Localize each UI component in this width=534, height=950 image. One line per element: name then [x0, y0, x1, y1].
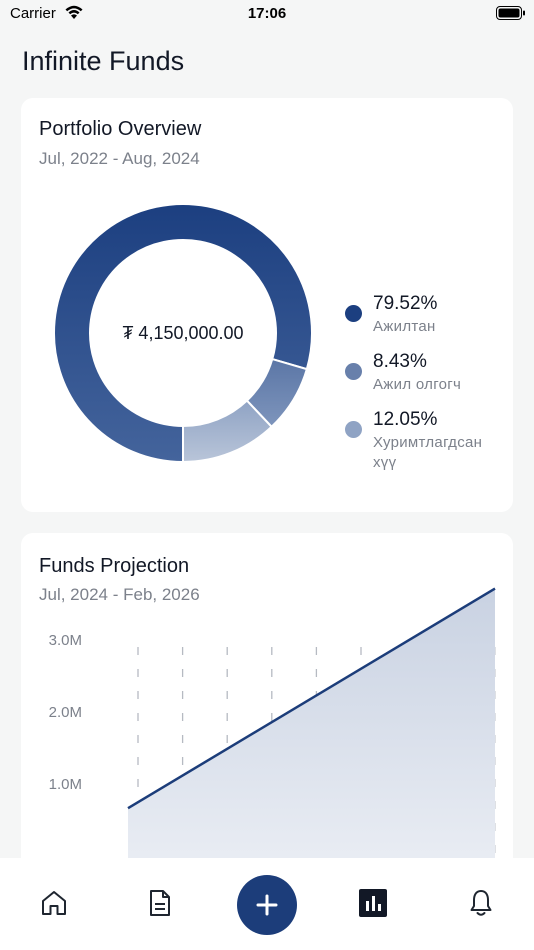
y-tick-label: 2.0M	[49, 704, 82, 721]
portfolio-overview-card[interactable]: Portfolio Overview Jul, 2022 - Aug, 2024	[21, 98, 513, 512]
legend-value: 12.05%	[373, 409, 438, 430]
bottom-navigation	[0, 858, 534, 950]
y-tick-label: 1.0M	[49, 776, 82, 793]
bell-icon[interactable]	[466, 888, 496, 918]
y-tick-label: 3.0M	[49, 632, 82, 649]
legend-item-employee: 79.52% Ажилтан	[345, 293, 505, 337]
chart-icon[interactable]	[358, 888, 388, 918]
battery-icon	[496, 6, 525, 20]
donut-slice-interest[interactable]	[182, 399, 274, 464]
status-bar: Carrier 17:06	[0, 0, 534, 28]
carrier-label: Carrier	[10, 5, 56, 22]
legend-dot	[345, 305, 362, 322]
document-icon[interactable]	[145, 888, 175, 918]
wifi-icon	[65, 5, 83, 19]
projection-line	[127, 587, 496, 810]
portfolio-date-range: Jul, 2022 - Aug, 2024	[39, 149, 200, 168]
legend-item-employer: 8.43% Ажил олгогч	[345, 351, 505, 395]
portfolio-donut-chart[interactable]: ₮ 4,150,000.00	[53, 203, 313, 464]
plus-icon	[256, 894, 278, 916]
add-button[interactable]	[237, 875, 297, 935]
app-title: Infinite Funds	[22, 46, 185, 76]
projection-card-title: Funds Projection	[39, 555, 190, 577]
portfolio-total: ₮ 4,150,000.00	[122, 323, 244, 343]
donut-slice-employee[interactable]	[53, 203, 313, 464]
legend-value: 8.43%	[373, 351, 427, 372]
legend-label: Ажилтан	[373, 318, 436, 335]
legend-label: Ажил олгогч	[373, 376, 462, 393]
portfolio-legend: 79.52% Ажилтан 8.43% Ажил олгогч 12.05% …	[345, 293, 505, 487]
legend-dot	[345, 421, 362, 438]
legend-dot	[345, 363, 362, 380]
status-time: 17:06	[247, 5, 287, 22]
legend-item-interest: 12.05% Хуримтлагдсан хүү	[345, 409, 505, 473]
portfolio-card-title: Portfolio Overview	[39, 118, 202, 140]
projection-date-range: Jul, 2024 - Feb, 2026	[39, 585, 200, 604]
legend-value: 79.52%	[373, 293, 438, 314]
home-icon[interactable]	[39, 888, 69, 918]
legend-label: Хуримтлагдсан хүү	[373, 434, 483, 471]
